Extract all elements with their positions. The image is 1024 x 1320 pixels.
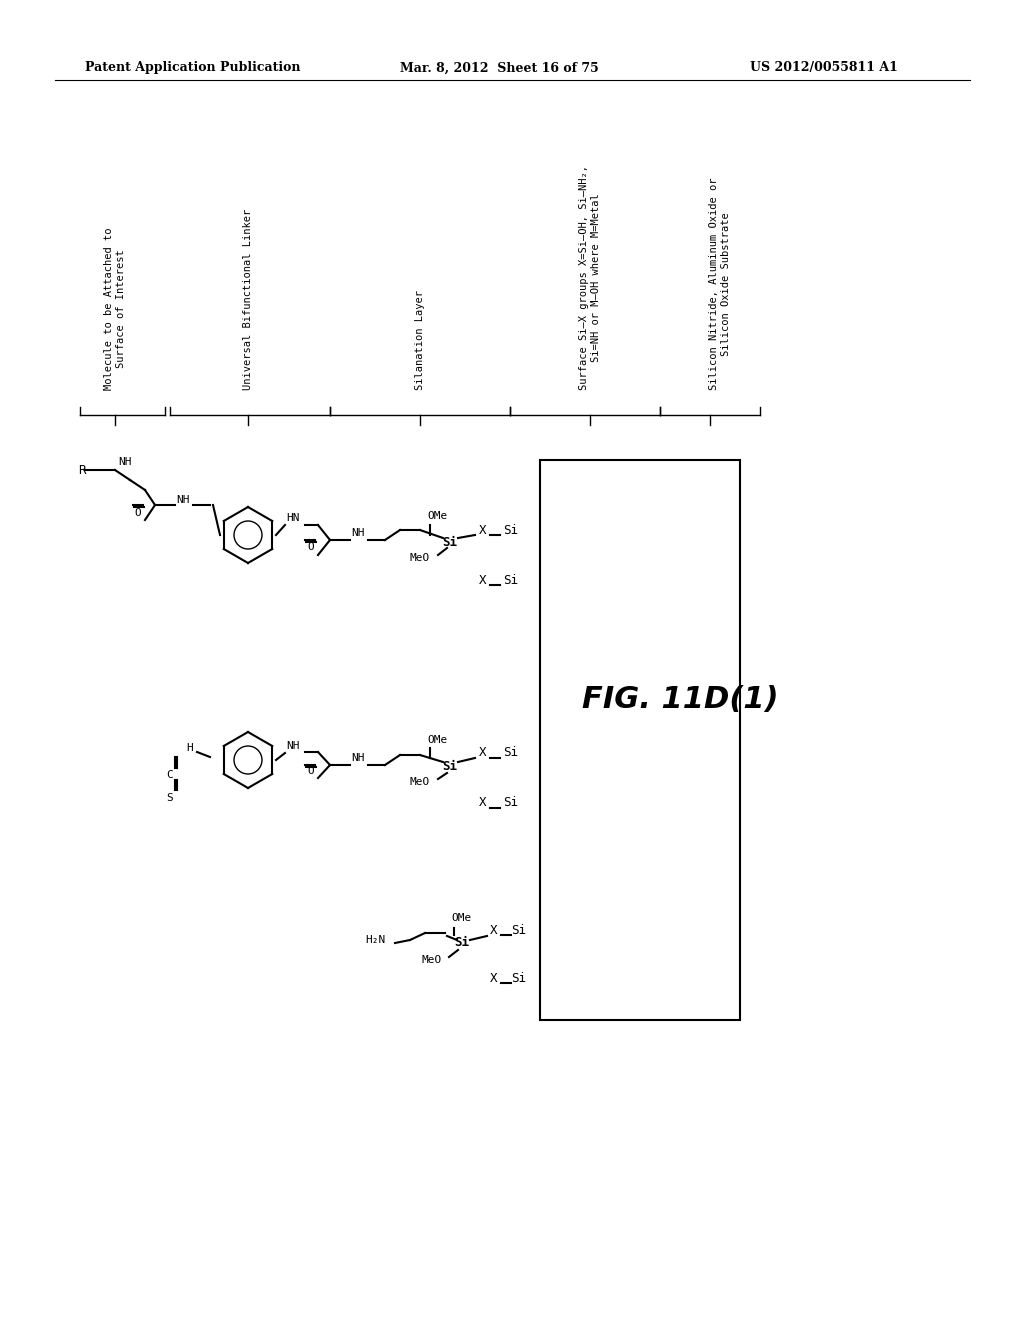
Text: O: O (307, 766, 314, 776)
Text: X: X (479, 524, 486, 536)
FancyBboxPatch shape (540, 459, 740, 1020)
Text: NH: NH (351, 528, 365, 539)
Text: US 2012/0055811 A1: US 2012/0055811 A1 (750, 62, 898, 74)
Text: Patent Application Publication: Patent Application Publication (85, 62, 300, 74)
Text: Surface Si—X groups X=Si—OH, Si—NH₂,
Si=NH or M—OH where M=Metal: Surface Si—X groups X=Si—OH, Si—NH₂, Si=… (580, 165, 601, 389)
Text: Silicon Nitride, Aluminum Oxide or
Silicon Oxide Substrate: Silicon Nitride, Aluminum Oxide or Silic… (710, 177, 731, 389)
Text: Si: Si (512, 972, 526, 985)
Text: Si: Si (442, 759, 458, 772)
Text: Si: Si (504, 796, 518, 809)
Text: Si: Si (442, 536, 458, 549)
Text: Molecule to be Attached to
Surface of Interest: Molecule to be Attached to Surface of In… (104, 227, 126, 389)
Text: X: X (490, 972, 498, 985)
Text: Mar. 8, 2012  Sheet 16 of 75: Mar. 8, 2012 Sheet 16 of 75 (400, 62, 599, 74)
Text: OMe: OMe (428, 511, 449, 521)
Text: HN: HN (287, 513, 300, 523)
Text: X: X (479, 573, 486, 586)
Text: MeO: MeO (410, 553, 430, 564)
Text: OMe: OMe (452, 913, 472, 923)
Text: NH: NH (287, 741, 300, 751)
Text: Si: Si (455, 936, 469, 949)
Text: MeO: MeO (422, 954, 442, 965)
Text: OMe: OMe (428, 735, 449, 744)
Text: Si: Si (504, 573, 518, 586)
Text: X: X (479, 796, 486, 809)
Text: NH: NH (176, 495, 189, 506)
Text: O: O (307, 543, 314, 552)
Text: NH: NH (118, 457, 132, 467)
Text: H₂N: H₂N (365, 935, 385, 945)
Text: Universal Bifunctional Linker: Universal Bifunctional Linker (243, 209, 253, 389)
Text: O: O (134, 508, 141, 517)
Text: X: X (490, 924, 498, 936)
Text: X: X (479, 747, 486, 759)
Text: S: S (167, 793, 173, 803)
Text: MeO: MeO (410, 777, 430, 787)
Text: Si: Si (504, 747, 518, 759)
Text: NH: NH (351, 752, 365, 763)
Text: Si: Si (504, 524, 518, 536)
Text: Silanation Layer: Silanation Layer (415, 290, 425, 389)
Text: C: C (167, 770, 173, 780)
Text: FIG. 11D(1): FIG. 11D(1) (582, 685, 778, 714)
Text: Si: Si (512, 924, 526, 936)
Text: H: H (186, 743, 194, 752)
Text: R: R (78, 463, 86, 477)
